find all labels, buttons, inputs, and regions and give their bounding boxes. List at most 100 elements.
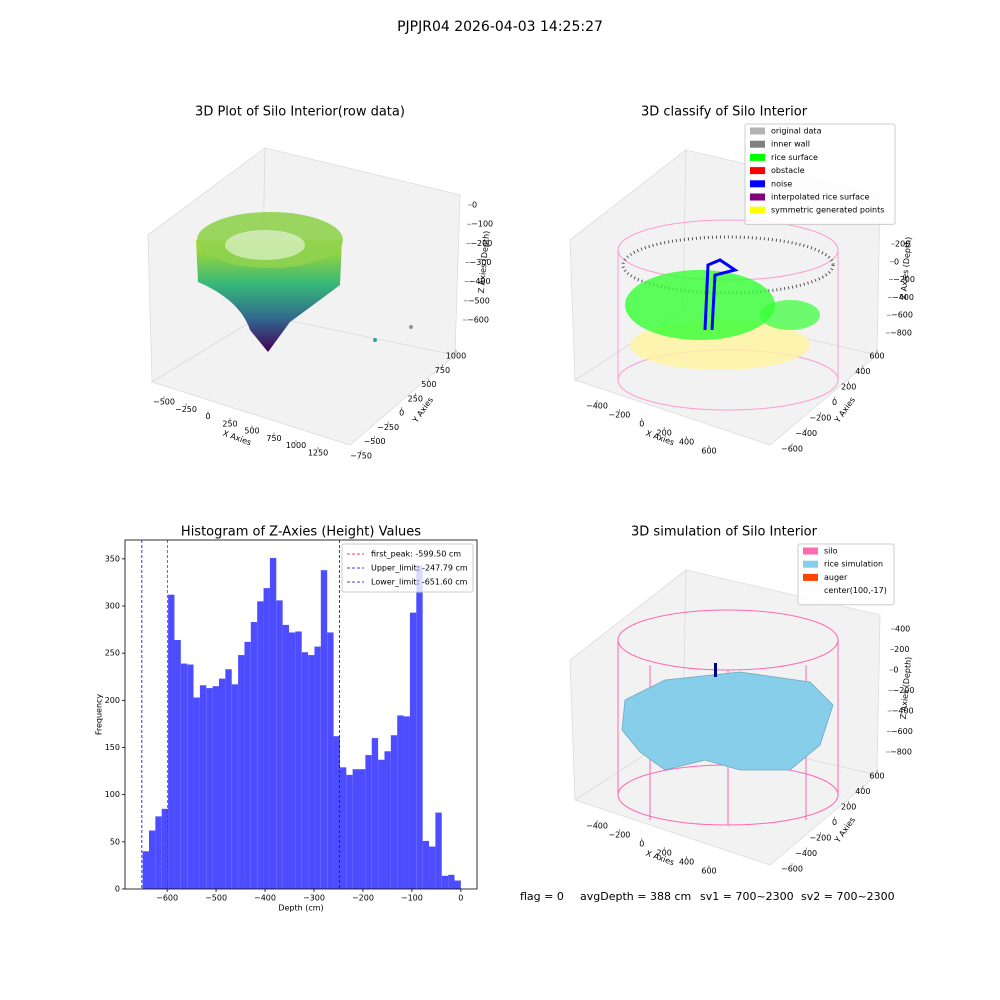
legend-swatch <box>750 153 765 161</box>
legend-label: interpolated rice surface <box>771 193 869 202</box>
legend-label: silo <box>824 547 838 556</box>
z-tick-label: −800 <box>890 748 912 757</box>
y-tick-label: 600 <box>869 352 884 361</box>
bar <box>238 655 245 889</box>
y-tick-label: 500 <box>421 380 436 389</box>
y-tick-label: 0 <box>399 409 404 418</box>
y-tick-label: 100 <box>105 790 120 799</box>
z-tick-label: 200 <box>895 240 910 249</box>
bar <box>454 880 461 889</box>
footer-text: avgDepth = 388 cm <box>580 890 691 903</box>
panel1-box <box>147 147 461 446</box>
bar <box>161 808 169 889</box>
bar <box>441 875 449 889</box>
legend-swatch <box>750 167 765 175</box>
bar <box>180 663 188 889</box>
x-tick-label: 600 <box>701 867 716 876</box>
y-tick-label: 400 <box>855 367 870 376</box>
z-tick-label: −200 <box>893 275 915 284</box>
bar <box>390 735 398 889</box>
bar <box>174 639 181 889</box>
z-tick-label: −400 <box>892 707 914 716</box>
y-tick-label: 0 <box>115 885 120 894</box>
bar <box>333 736 340 889</box>
bar <box>422 840 430 889</box>
y-tick-label: 200 <box>841 803 856 812</box>
chart-title: 3D Plot of Silo Interior(row data) <box>195 105 405 120</box>
z-tick-label: −100 <box>471 220 493 229</box>
x-tick-label: −250 <box>175 405 197 414</box>
legend-swatch <box>750 206 765 214</box>
x-tick-label: −200 <box>608 831 630 840</box>
y-tick-label: −200 <box>809 414 831 423</box>
y-tick-label: −600 <box>781 865 803 874</box>
bar <box>225 669 232 889</box>
figure-title: PJPJR04 2026-04-03 14:25:27 <box>397 19 603 35</box>
y-tick-label: 0 <box>832 818 837 827</box>
bar <box>346 774 353 889</box>
x-tick-label: 1000 <box>286 441 306 450</box>
bar <box>155 816 162 889</box>
x-tick-label: 400 <box>679 438 694 447</box>
x-tick-label: −300 <box>303 894 325 903</box>
bar <box>244 641 251 889</box>
x-tick-label: −200 <box>352 894 374 903</box>
bar <box>397 715 404 889</box>
legend-label: symmetric generated points <box>771 206 884 215</box>
z-tick-label: −300 <box>470 258 492 267</box>
legend-swatch <box>750 193 765 201</box>
y-tick-label: 250 <box>408 394 423 403</box>
x-axis-label: Depth (cm) <box>278 904 323 913</box>
bar <box>308 655 315 889</box>
y-tick-label: 600 <box>869 772 884 781</box>
bar <box>365 755 372 889</box>
x-tick-label: 1250 <box>308 449 328 458</box>
bar <box>314 646 321 889</box>
x-tick-label: 0 <box>639 420 644 429</box>
bar <box>250 622 258 889</box>
x-tick-label: −500 <box>205 894 227 903</box>
x-tick-label: 200 <box>657 429 672 438</box>
bar <box>148 830 156 889</box>
y-tick-label: 400 <box>855 787 870 796</box>
y-tick-label: −250 <box>377 423 399 432</box>
y-tick-label: −750 <box>350 452 372 461</box>
y-tick-label: 0 <box>832 398 837 407</box>
bar <box>257 601 264 889</box>
bar <box>168 594 175 889</box>
bar <box>359 769 366 889</box>
x-tick-label: 600 <box>701 447 716 456</box>
legend-label: noise <box>771 179 792 188</box>
y-tick-label: −400 <box>795 429 817 438</box>
bar <box>193 697 200 889</box>
legend-swatch <box>803 560 818 568</box>
z-tick-label: 200 <box>894 645 909 654</box>
x-tick-label: −600 <box>156 894 178 903</box>
z-tick-label: 0 <box>894 257 899 266</box>
bar <box>269 557 277 889</box>
bar <box>218 678 226 889</box>
z-tick-label: 0 <box>472 201 477 210</box>
z-tick-label: 0 <box>893 666 898 675</box>
bar <box>352 769 360 889</box>
bar <box>378 759 385 889</box>
x-tick-label: 200 <box>657 849 672 858</box>
legend-box <box>341 543 474 593</box>
footer-text: sv2 = 700~2300 <box>801 890 895 903</box>
bar <box>339 767 347 889</box>
y-tick-label: 750 <box>435 366 450 375</box>
bar <box>231 684 239 889</box>
x-tick-label: −400 <box>254 894 276 903</box>
bar <box>384 751 391 889</box>
bar <box>187 664 194 889</box>
y-tick-label: 250 <box>105 649 120 658</box>
x-tick-label: 400 <box>679 858 694 867</box>
legend-swatch <box>750 127 765 135</box>
y-tick-label: 1000 <box>446 352 466 361</box>
legend-label: Lower_limit: -651.60 cm <box>371 578 468 587</box>
footer-text: flag = 0 <box>520 890 564 903</box>
bar <box>142 851 149 889</box>
legend-label: rice surface <box>771 153 818 162</box>
legend-swatch <box>803 573 818 581</box>
